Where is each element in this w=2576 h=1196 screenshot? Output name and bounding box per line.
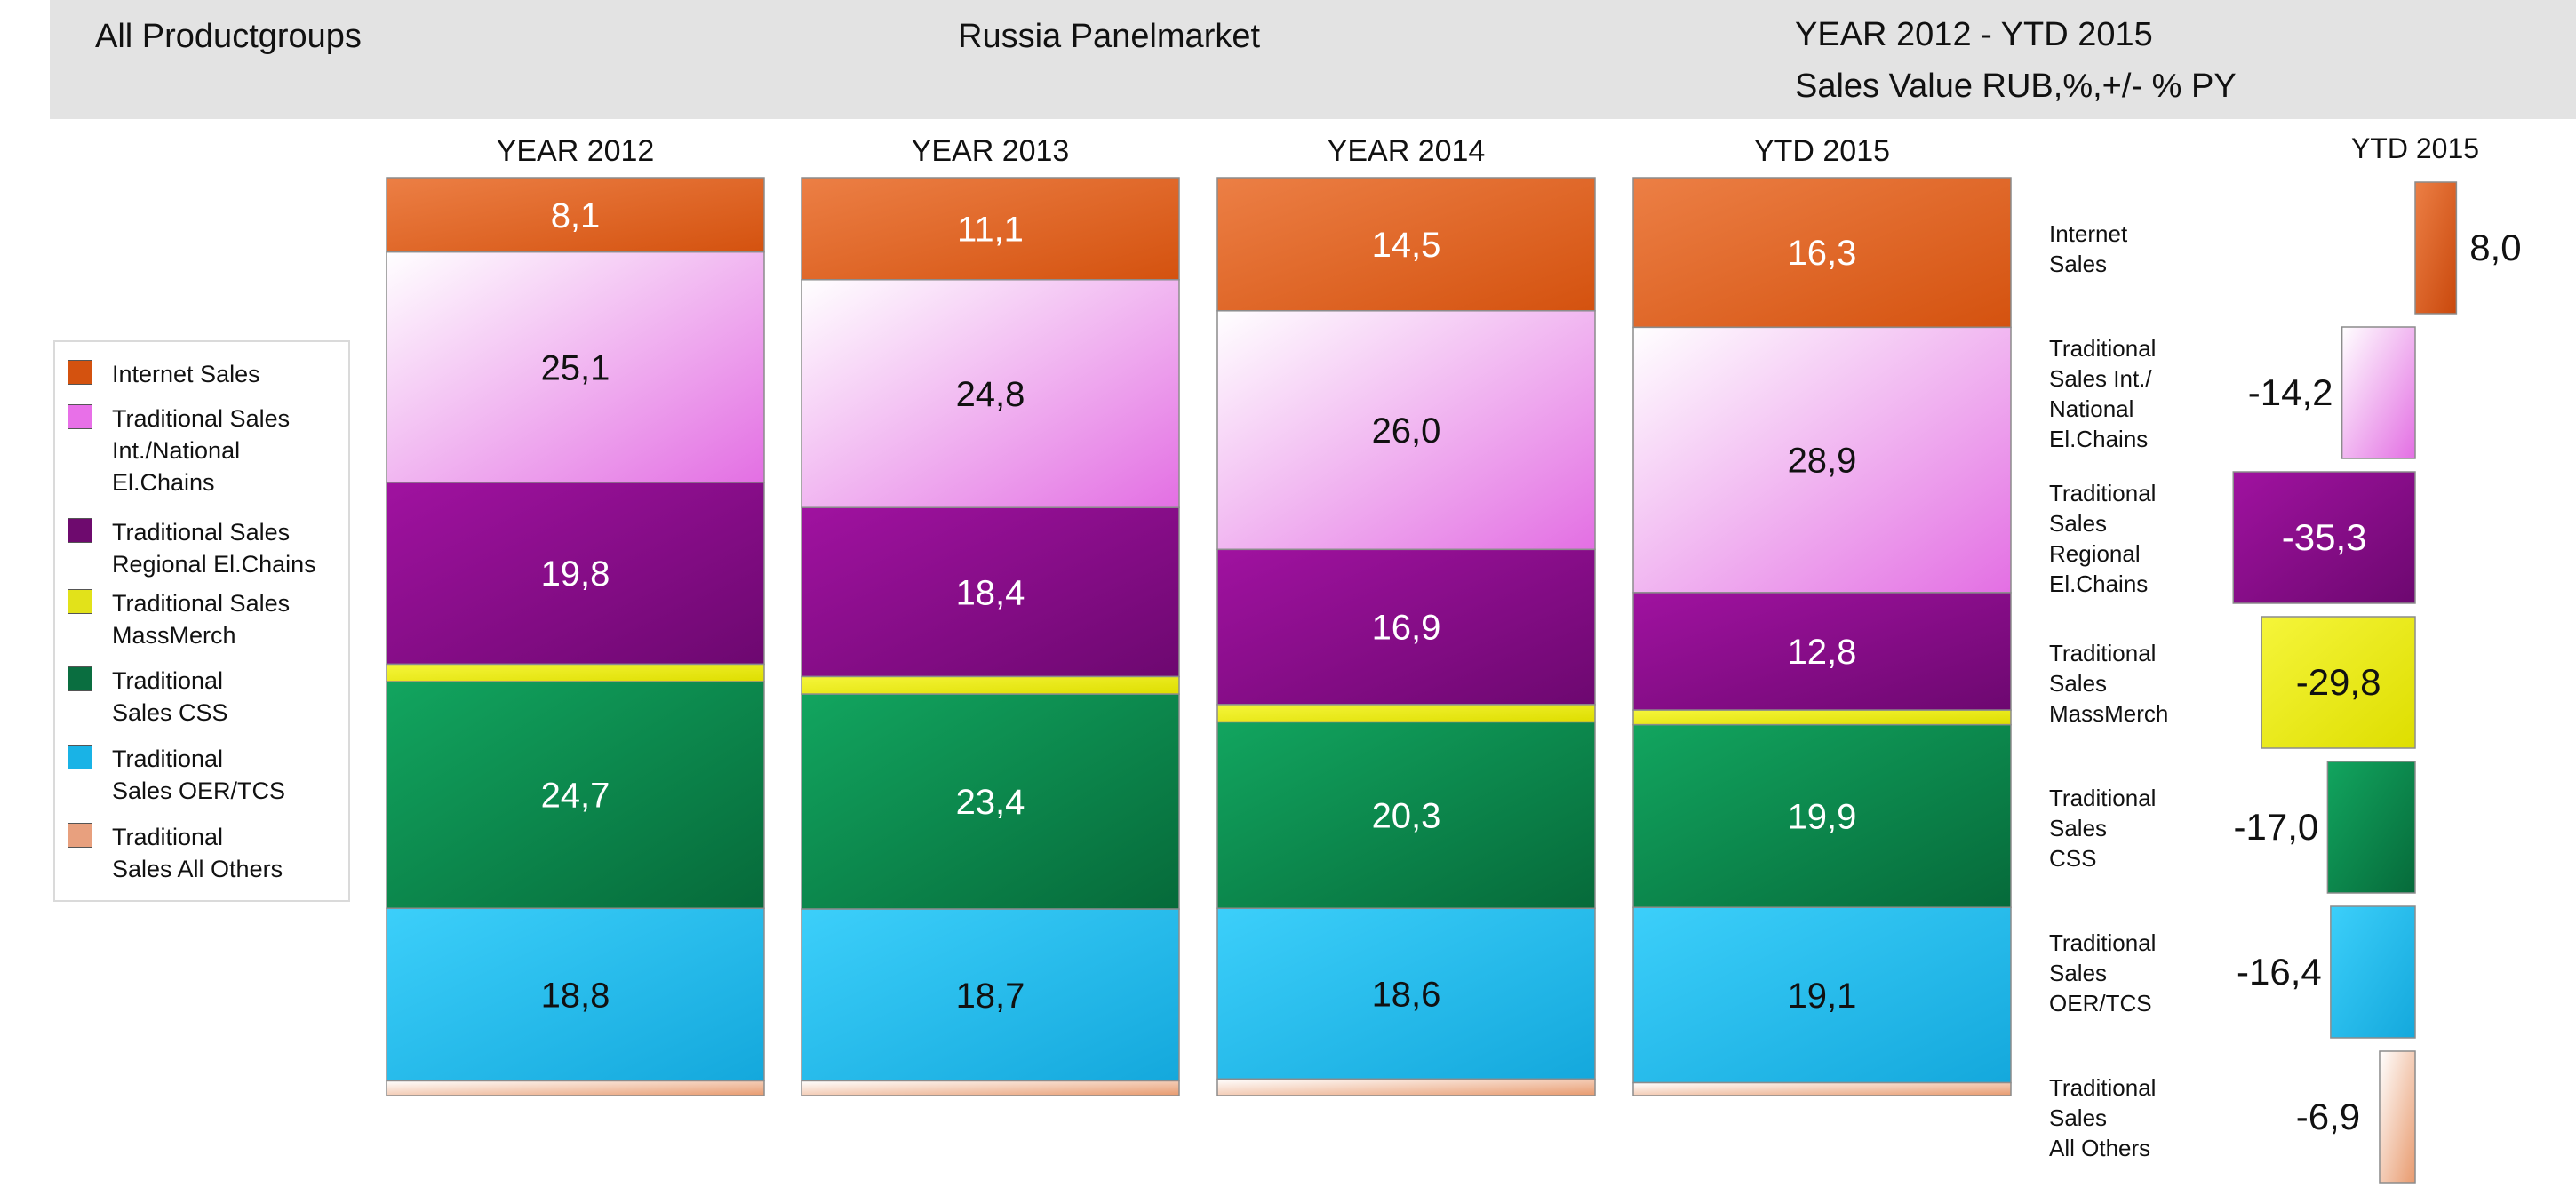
bar-segment-traditional-sales-oer-tcs-ytd-2015 [1632,906,2012,1084]
bar-segment-traditional-sales-oer-tcs-year-2012 [386,907,765,1082]
data-label-traditional-sales-int-national-el-chains-year-2014: 26,0 [1372,411,1441,450]
change-bar-traditional-sales-regional-el-chains [2232,471,2416,604]
legend-label: Traditional Sales Int./National El.Chain… [112,405,291,496]
data-label-traditional-sales-oer-tcs-year-2012: 18,8 [541,976,610,1015]
report-header [50,0,2576,119]
change-value-traditional-sales-int-national-el-chains: -14,2 [2248,371,2333,413]
column-header-ytd-2015: YTD 2015 [1754,134,1890,168]
data-label-traditional-sales-css-year-2014: 20,3 [1372,796,1441,835]
bar-segment-traditional-sales-regional-el-chains-year-2014 [1216,548,1596,706]
data-label-traditional-sales-int-national-el-chains-year-2013: 24,8 [956,375,1025,414]
bar-segment-traditional-sales-massmerch-ytd-2015 [1632,709,2012,726]
change-bar-traditional-sales-massmerch [2261,616,2416,749]
data-label-internet-sales-year-2014: 14,5 [1372,226,1441,265]
legend-label: Traditional Sales OER/TCS [112,746,286,804]
legend-label: Traditional Sales MassMerch [112,590,291,649]
legend-swatch [68,666,92,691]
bar-segment-internet-sales-year-2014 [1216,177,1596,312]
bar-segment-traditional-sales-all-others-year-2012 [386,1080,765,1096]
data-label-traditional-sales-css-year-2012: 24,7 [541,777,610,816]
data-label-traditional-sales-oer-tcs-ytd-2015: 19,1 [1788,977,1857,1016]
change-chart-title: YTD 2015 [2351,132,2479,164]
bar-segment-traditional-sales-css-ytd-2015 [1632,723,2012,908]
bar-segment-traditional-sales-css-year-2013 [801,693,1180,910]
bar-segment-internet-sales-year-2012 [386,177,765,253]
change-bar-traditional-sales-oer-tcs [2330,905,2416,1039]
data-label-traditional-sales-oer-tcs-year-2013: 18,7 [956,977,1025,1016]
period-title: YEAR 2012 - YTD 2015 [1795,16,2153,53]
legend-label: Traditional Sales Regional El.Chains [112,519,316,578]
bar-segment-traditional-sales-css-year-2014 [1216,721,1596,910]
bar-segment-traditional-sales-oer-tcs-year-2014 [1216,907,1596,1080]
change-value-internet-sales: 8,0 [2469,227,2521,268]
legend-swatch [68,404,92,429]
legend-swatch [68,518,92,543]
product-group-title: All Productgroups [95,18,362,55]
data-label-traditional-sales-css-year-2013: 23,4 [956,783,1025,822]
bar-segment-traditional-sales-all-others-year-2013 [801,1080,1180,1096]
change-value-traditional-sales-oer-tcs: -16,4 [2237,951,2322,993]
bar-segment-traditional-sales-int-national-el-chains-year-2014 [1216,310,1596,551]
data-label-traditional-sales-regional-el-chains-year-2013: 18,4 [956,573,1025,612]
legend-label: Traditional Sales All Others [112,824,283,882]
change-row-label-internet-sales: Internet Sales [2049,220,2128,277]
data-label-traditional-sales-regional-el-chains-year-2014: 16,9 [1372,609,1441,648]
bar-segment-traditional-sales-oer-tcs-year-2013 [801,908,1180,1082]
measure-subtitle: Sales Value RUB,%,+/- % PY [1795,68,2237,105]
bar-segment-traditional-sales-regional-el-chains-year-2013 [801,506,1180,678]
change-bar-traditional-sales-all-others [2379,1050,2416,1184]
bar-segment-traditional-sales-massmerch-year-2014 [1216,704,1596,723]
change-value-traditional-sales-all-others: -6,9 [2296,1096,2360,1137]
change-row-label-traditional-sales-regional-el-chains: Traditional Sales Regional El.Chains [2049,480,2156,597]
data-label-traditional-sales-int-national-el-chains-ytd-2015: 28,9 [1788,442,1857,481]
column-header-year-2012: YEAR 2012 [497,134,655,168]
column-header-year-2013: YEAR 2013 [912,134,1070,168]
bar-segment-traditional-sales-css-year-2012 [386,681,765,910]
data-label-internet-sales-year-2012: 8,1 [551,196,601,235]
market-title: Russia Panelmarket [958,18,1261,55]
change-value-traditional-sales-massmerch: -29,8 [2296,661,2381,703]
bar-segment-traditional-sales-int-national-el-chains-year-2013 [801,279,1180,508]
change-row-label-traditional-sales-css: Traditional Sales CSS [2049,785,2156,872]
chart-legend: Internet Sales Traditional Sales Int./Nat… [53,340,350,902]
legend-swatch [68,360,92,385]
legend-label: Internet Sales [112,361,260,387]
data-label-traditional-sales-int-national-el-chains-year-2012: 25,1 [541,348,610,387]
bar-segment-traditional-sales-all-others-ytd-2015 [1632,1081,2012,1096]
data-label-traditional-sales-regional-el-chains-year-2012: 19,8 [541,554,610,594]
change-row-label-traditional-sales-massmerch: Traditional Sales MassMerch [2049,640,2168,727]
legend-swatch [68,589,92,614]
data-label-internet-sales-ytd-2015: 16,3 [1788,234,1857,273]
change-row-label-traditional-sales-int-national-el-chains: Traditional Sales Int./National El.Chains [2049,335,2156,452]
change-value-traditional-sales-regional-el-chains: -35,3 [2282,516,2367,558]
bar-segment-traditional-sales-massmerch-year-2012 [386,663,765,682]
bar-segment-traditional-sales-massmerch-year-2013 [801,675,1180,695]
legend-swatch [68,745,92,769]
change-value-traditional-sales-css: -17,0 [2234,806,2319,848]
data-label-traditional-sales-css-ytd-2015: 19,9 [1788,797,1857,836]
bar-segment-traditional-sales-all-others-year-2014 [1216,1078,1596,1096]
data-label-internet-sales-year-2013: 11,1 [957,210,1024,249]
legend-swatch [68,823,92,848]
bar-segment-internet-sales-year-2013 [801,177,1180,281]
change-row-label-traditional-sales-all-others: Traditional Sales All Others [2049,1074,2156,1161]
bar-segment-traditional-sales-int-national-el-chains-year-2012 [386,251,765,483]
bar-segment-internet-sales-ytd-2015 [1632,177,2012,329]
bar-segment-traditional-sales-regional-el-chains-year-2012 [386,482,765,666]
bar-segment-traditional-sales-int-national-el-chains-ytd-2015 [1632,326,2012,594]
change-row-label-traditional-sales-oer-tcs: Traditional Sales OER/TCS [2049,929,2156,1017]
data-label-traditional-sales-oer-tcs-year-2014: 18,6 [1372,975,1441,1014]
change-bar-internet-sales [2414,181,2458,315]
data-label-traditional-sales-regional-el-chains-ytd-2015: 12,8 [1788,633,1857,672]
column-header-year-2014: YEAR 2014 [1328,134,1486,168]
legend-label: Traditional Sales CSS [112,667,228,726]
bar-segment-traditional-sales-regional-el-chains-ytd-2015 [1632,592,2012,711]
change-bar-traditional-sales-int-national-el-chains [2341,326,2416,459]
change-bar-traditional-sales-css [2326,761,2416,894]
